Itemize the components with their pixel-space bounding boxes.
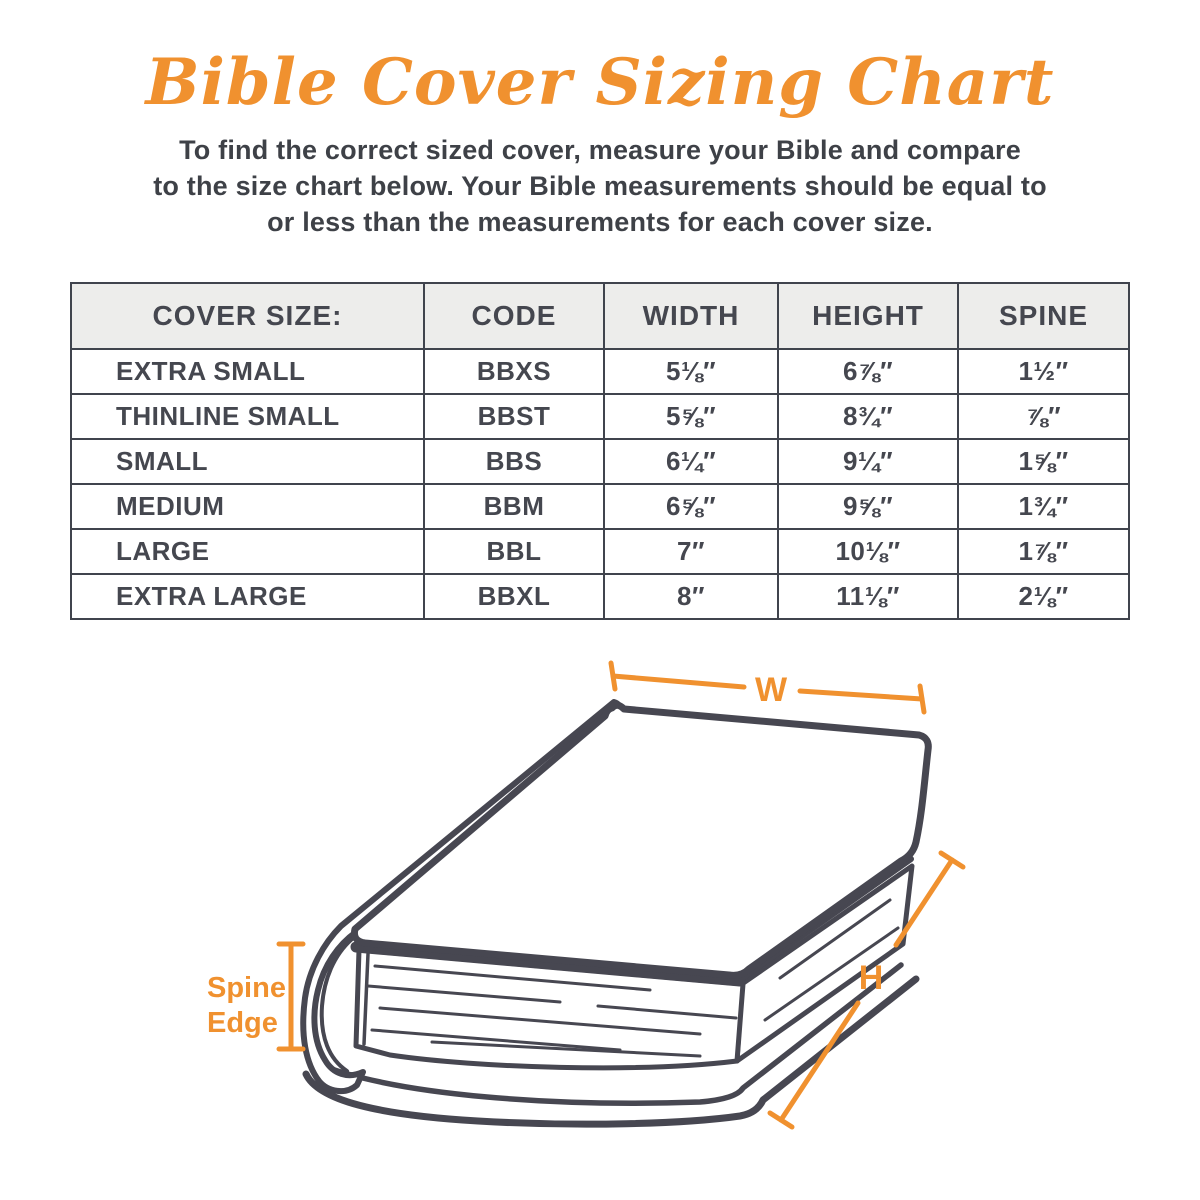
cell-height: 11⅛″: [777, 573, 959, 621]
book-drawing: [300, 699, 932, 1129]
spine-edge-label-line2: Edge: [207, 1007, 278, 1039]
height-tick-bottom: [767, 1110, 795, 1130]
cell-width: 5⅛″: [603, 348, 779, 396]
table-row: THINLINE SMALL BBST 5⅝″ 8¾″ ⅞″: [70, 393, 1130, 441]
cell-height: 10⅛″: [777, 528, 959, 576]
cell-code: BBXL: [423, 573, 605, 621]
height-label: H: [859, 959, 884, 997]
spine-edge-label-line1: Spine: [207, 972, 286, 1004]
cell-spine: 1⅞″: [957, 528, 1130, 576]
cell-size-name: EXTRA LARGE: [70, 573, 425, 621]
book-illustration: W H Spine Edge: [207, 660, 966, 1130]
book-measurement-diagram: W H Spine Edge: [0, 648, 1200, 1188]
cover-edge-band: [350, 856, 914, 987]
table-row: LARGE BBL 7″ 10⅛″ 1⅞″: [70, 528, 1130, 576]
page-block-front-face: [353, 947, 746, 1071]
column-header-code: CODE: [423, 282, 605, 351]
height-tick-top: [938, 850, 966, 870]
page-title: Bible Cover Sizing Chart: [145, 45, 1055, 120]
sizing-table: COVER SIZE: CODE WIDTH HEIGHT SPINE EXTR…: [70, 282, 1130, 621]
cell-spine: 2⅛″: [957, 573, 1130, 621]
subtitle-line-2: to the size chart below. Your Bible meas…: [153, 171, 1047, 202]
cell-size-name: THINLINE SMALL: [70, 393, 425, 441]
height-measure-line: [767, 850, 966, 1130]
cell-size-name: MEDIUM: [70, 483, 425, 531]
top-cover-face: [351, 702, 932, 980]
cell-height: 6⅞″: [777, 348, 959, 396]
column-header-spine: SPINE: [957, 282, 1130, 351]
column-header-cover-size: COVER SIZE:: [70, 282, 425, 351]
cell-height: 9¼″: [777, 438, 959, 486]
table-row: EXTRA SMALL BBXS 5⅛″ 6⅞″ 1½″: [70, 348, 1130, 396]
cell-code: BBL: [423, 528, 605, 576]
cell-code: BBS: [423, 438, 605, 486]
sizing-chart-page: Bible Cover Sizing Chart To find the cor…: [0, 45, 1200, 1200]
width-measure-line: [608, 660, 927, 715]
cell-size-name: SMALL: [70, 438, 425, 486]
subtitle-line-1: To find the correct sized cover, measure…: [179, 135, 1021, 166]
cell-height: 9⅝″: [777, 483, 959, 531]
spine-edge-measure-line: [276, 941, 306, 1052]
cell-size-name: LARGE: [70, 528, 425, 576]
bottom-cover-lines: [302, 962, 920, 1129]
table-header-row: COVER SIZE: CODE WIDTH HEIGHT SPINE: [70, 282, 1130, 351]
cell-width: 5⅝″: [603, 393, 779, 441]
subtitle-line-3: or less than the measurements for each c…: [267, 207, 933, 238]
table-row: MEDIUM BBM 6⅝″ 9⅝″ 1¾″: [70, 483, 1130, 531]
column-header-width: WIDTH: [603, 282, 779, 351]
cell-width: 6¼″: [603, 438, 779, 486]
page-subtitle: To find the correct sized cover, measure…: [0, 132, 1200, 240]
cell-size-name: EXTRA SMALL: [70, 348, 425, 396]
cell-code: BBXS: [423, 348, 605, 396]
width-tick-left: [608, 660, 618, 692]
table-row: SMALL BBS 6¼″ 9¼″ 1⅝″: [70, 438, 1130, 486]
width-tick-right: [917, 683, 927, 715]
cell-width: 8″: [603, 573, 779, 621]
cell-spine: 1½″: [957, 348, 1130, 396]
cell-code: BBST: [423, 393, 605, 441]
table-row: EXTRA LARGE BBXL 8″ 11⅛″ 2⅛″: [70, 573, 1130, 621]
measurement-marks: [276, 660, 966, 1130]
column-header-height: HEIGHT: [777, 282, 959, 351]
cell-code: BBM: [423, 483, 605, 531]
cell-height: 8¾″: [777, 393, 959, 441]
cell-spine: ⅞″: [957, 393, 1130, 441]
cell-width: 6⅝″: [603, 483, 779, 531]
cell-spine: 1⅝″: [957, 438, 1130, 486]
cell-width: 7″: [603, 528, 779, 576]
width-label: W: [755, 671, 788, 709]
cell-spine: 1¾″: [957, 483, 1130, 531]
